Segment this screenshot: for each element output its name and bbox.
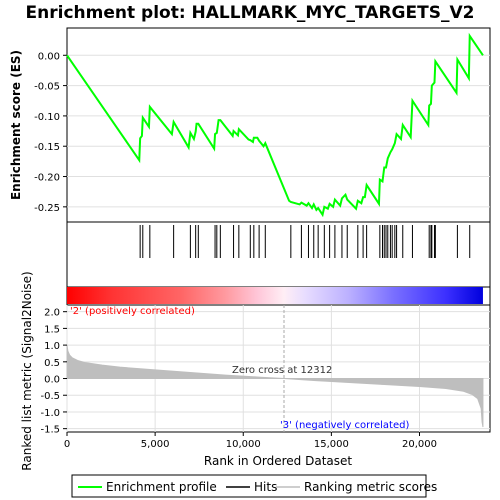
es-gridlines bbox=[67, 54, 490, 208]
metric-y-axis-title: Ranked list metric (Signal2Noise) bbox=[20, 271, 34, 470]
enrichment-profile-line bbox=[66, 32, 484, 218]
rank-color-bar bbox=[67, 287, 483, 304]
x-axis-title: Rank in Ordered Dataset bbox=[204, 454, 352, 468]
es-y-axis-ticks: 0.00 -0.05 -0.10 -0.15 -0.20 -0.25 bbox=[34, 51, 67, 214]
zero-cross-label: Zero cross at 12312 bbox=[232, 365, 332, 376]
metric-tick-label: 0.5 bbox=[44, 358, 60, 369]
metric-y-axis-ticks: 2.0 1.5 1.0 0.5 0.0 -0.5 -1.0 -1.5 bbox=[40, 308, 67, 436]
es-tick-label: -0.15 bbox=[34, 142, 60, 153]
es-tick-label: -0.10 bbox=[34, 112, 60, 123]
chart-title: Enrichment plot: HALLMARK_MYC_TARGETS_V2 bbox=[26, 3, 475, 23]
metric-tick-label: 1.5 bbox=[44, 324, 60, 335]
metric-tick-label: -0.5 bbox=[40, 391, 60, 402]
es-tick-label: -0.05 bbox=[34, 82, 60, 93]
hit-markers bbox=[139, 225, 471, 258]
es-tick-label: -0.20 bbox=[34, 173, 60, 184]
metric-tick-label: 0.0 bbox=[44, 375, 60, 386]
hits-panel bbox=[66, 221, 491, 288]
x-tick-label: 0 bbox=[64, 439, 70, 450]
metric-tick-label: -1.5 bbox=[40, 425, 60, 436]
legend-box bbox=[71, 474, 427, 498]
negative-correlation-label: '3' (negatively correlated) bbox=[280, 420, 409, 431]
ranking-metric-area bbox=[66, 345, 484, 428]
metric-tick-label: 2.0 bbox=[44, 308, 60, 319]
positive-correlation-label: '2' (positively correlated) bbox=[70, 306, 195, 317]
es-tick-label: -0.25 bbox=[34, 203, 60, 214]
legend-enrichment-label: Enrichment profile bbox=[106, 480, 217, 494]
metric-x-axis-ticks: 0 5,000 10,000 15,000 20,000 bbox=[64, 432, 437, 450]
legend-ranking-label: Ranking metric scores bbox=[304, 480, 437, 494]
es-y-axis-title: Enrichment score (ES) bbox=[9, 50, 23, 200]
x-tick-label: 5,000 bbox=[141, 439, 170, 450]
x-tick-label: 10,000 bbox=[226, 439, 261, 450]
metric-tick-label: -1.0 bbox=[40, 408, 60, 419]
metric-tick-label: 1.0 bbox=[44, 341, 60, 352]
es-tick-label: 0.00 bbox=[38, 51, 60, 62]
x-tick-label: 15,000 bbox=[314, 439, 349, 450]
es-plot-area bbox=[66, 27, 491, 223]
legend-hits-label: Hits bbox=[254, 480, 277, 494]
x-tick-label: 20,000 bbox=[402, 439, 437, 450]
